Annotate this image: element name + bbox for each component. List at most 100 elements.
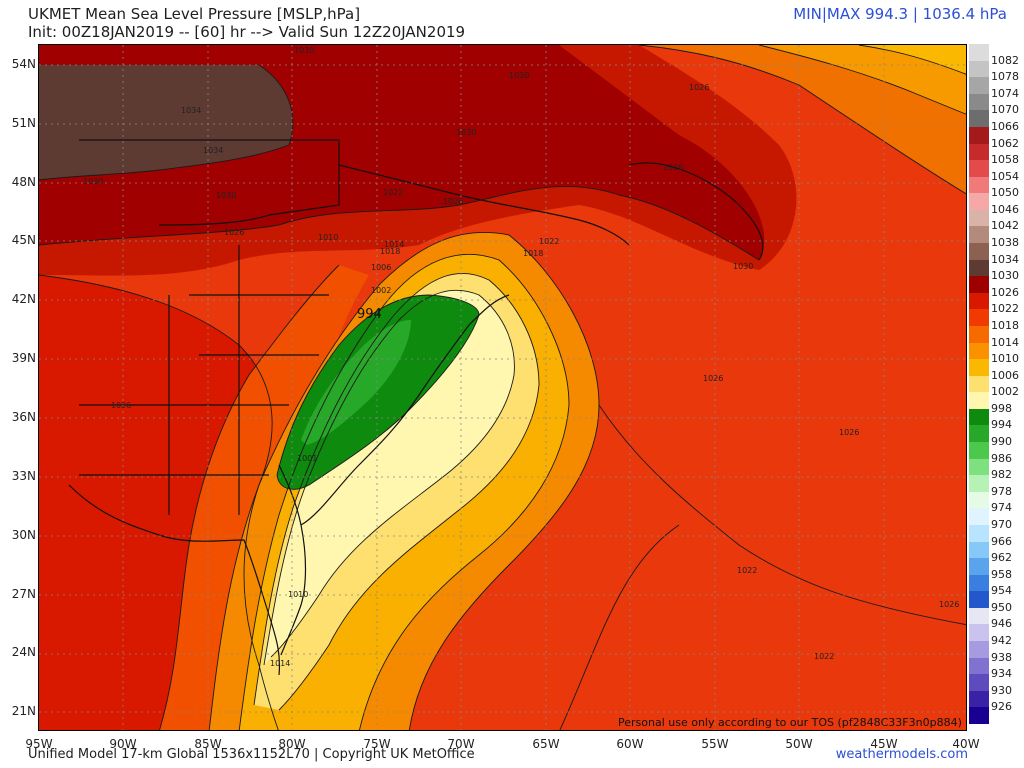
contour-label: 1010 bbox=[288, 590, 308, 599]
legend-swatch bbox=[969, 44, 989, 62]
legend-label: 994 bbox=[991, 418, 1012, 432]
legend-swatch bbox=[969, 209, 989, 227]
contour-label: 1026 bbox=[111, 401, 131, 410]
legend-swatch bbox=[969, 325, 989, 344]
legend-label: 1062 bbox=[991, 136, 1019, 150]
legend-swatch bbox=[969, 458, 989, 476]
pressure-map-svg: 1030 1030 1034 1034 1030 1030 1026 1026 … bbox=[39, 45, 966, 730]
contour-fill-ne-1010 bbox=[859, 45, 966, 75]
legend-label: 1058 bbox=[991, 153, 1019, 167]
lon-label: 45W bbox=[870, 737, 898, 751]
legend-label: 958 bbox=[991, 567, 1012, 581]
contour-label: 1030 bbox=[83, 177, 103, 186]
legend-label: 1038 bbox=[991, 236, 1019, 250]
chart-title: UKMET Mean Sea Level Pressure [MSLP,hPa] bbox=[28, 5, 361, 23]
legend-label: 954 bbox=[991, 584, 1012, 598]
contour-label: 1026 bbox=[689, 83, 709, 92]
legend-swatch bbox=[969, 126, 989, 144]
legend-swatch bbox=[969, 375, 989, 393]
tos-notice: Personal use only according to our TOS (… bbox=[618, 716, 962, 729]
contour-label: 1014 bbox=[270, 659, 290, 668]
contour-label: 1030 bbox=[294, 46, 314, 55]
contour-fill-994 bbox=[301, 320, 411, 445]
legend-swatch bbox=[969, 641, 989, 659]
low-center-label: 994 bbox=[357, 307, 382, 322]
legend-label: 930 bbox=[991, 683, 1012, 697]
legend-swatch bbox=[969, 657, 989, 675]
legend-swatch bbox=[969, 226, 989, 244]
legend-swatch bbox=[969, 342, 989, 360]
lon-label: 85W bbox=[194, 737, 222, 751]
contour-label: 1034 bbox=[181, 106, 201, 115]
contour-label: 1030 bbox=[733, 262, 753, 271]
lon-label: 90W bbox=[109, 737, 137, 751]
legend-label: 1050 bbox=[991, 186, 1019, 200]
contour-fill-1034 bbox=[39, 65, 293, 180]
legend-swatch bbox=[969, 541, 989, 559]
lon-label: 50W bbox=[785, 737, 813, 751]
contour-label: 1022 bbox=[814, 652, 834, 661]
contour-label: 1030 bbox=[216, 191, 236, 200]
contour-label: 1018 bbox=[523, 249, 543, 258]
legend-label: 950 bbox=[991, 600, 1012, 614]
legend-label: 1074 bbox=[991, 86, 1019, 100]
legend-swatch bbox=[969, 143, 989, 161]
legend-label: 1066 bbox=[991, 119, 1019, 133]
contour-label: 1014 bbox=[384, 240, 404, 249]
legend-label: 934 bbox=[991, 667, 1012, 681]
legend-label: 962 bbox=[991, 551, 1012, 565]
lat-label: 24N bbox=[11, 645, 36, 659]
legend-label: 1082 bbox=[991, 53, 1019, 67]
contour-label: 1026 bbox=[663, 163, 683, 172]
lat-label: 48N bbox=[11, 175, 36, 189]
contour-label: 1018 bbox=[380, 247, 400, 256]
legend-label: 946 bbox=[991, 617, 1012, 631]
legend-label: 1070 bbox=[991, 103, 1019, 117]
legend-swatch bbox=[969, 392, 989, 410]
legend-swatch bbox=[969, 442, 989, 460]
contour-labels: 1030 1030 1034 1034 1030 1030 1026 1026 … bbox=[83, 46, 959, 668]
contour-label: 1022 bbox=[383, 188, 403, 197]
legend-swatch bbox=[969, 690, 989, 708]
lat-label: 21N bbox=[11, 704, 36, 718]
legend-swatch bbox=[969, 309, 989, 327]
legend-swatch bbox=[969, 276, 989, 294]
contour-label: 1022 bbox=[539, 237, 559, 246]
legend-label: 1018 bbox=[991, 318, 1019, 332]
lon-label: 95W bbox=[25, 737, 53, 751]
legend-label: 1002 bbox=[991, 385, 1019, 399]
pressure-legend: 1082 1078 1074 1070 1066 1062 1058 1054 1050 1046… bbox=[969, 44, 1021, 725]
lat-label: 36N bbox=[11, 410, 36, 424]
legend-swatch bbox=[969, 491, 989, 509]
legend-label: 1042 bbox=[991, 219, 1019, 233]
contour-label: 1001 bbox=[297, 454, 317, 463]
coastlines bbox=[68, 139, 764, 676]
legend-label: 1046 bbox=[991, 202, 1019, 216]
legend-label: 938 bbox=[991, 650, 1012, 664]
lon-label: 75W bbox=[363, 737, 391, 751]
legend-label: 1014 bbox=[991, 335, 1019, 349]
legend-label: 1006 bbox=[991, 368, 1019, 382]
lat-label: 51N bbox=[11, 116, 36, 130]
contour-label: 1026 bbox=[224, 228, 244, 237]
contour-label: 1034 bbox=[203, 146, 223, 155]
legend-label: 1034 bbox=[991, 252, 1019, 266]
lon-label: 80W bbox=[278, 737, 306, 751]
isobar-lines bbox=[39, 45, 966, 730]
lat-label: 39N bbox=[11, 351, 36, 365]
lat-label: 42N bbox=[11, 292, 36, 306]
footer-site-link[interactable]: weathermodels.com bbox=[835, 747, 968, 762]
contour-label: 1026 bbox=[939, 600, 959, 609]
lon-label: 55W bbox=[701, 737, 729, 751]
lon-label: 65W bbox=[532, 737, 560, 751]
legend-swatch bbox=[969, 243, 989, 261]
legend-swatch bbox=[969, 93, 989, 111]
lat-label: 33N bbox=[11, 469, 36, 483]
legend-swatch bbox=[969, 591, 989, 609]
lon-label: 40W bbox=[952, 737, 980, 751]
legend-label: 966 bbox=[991, 534, 1012, 548]
lat-label: 30N bbox=[11, 528, 36, 542]
legend-label: 1078 bbox=[991, 70, 1019, 84]
legend-swatch bbox=[969, 292, 989, 310]
legend-label: 1010 bbox=[991, 352, 1019, 366]
